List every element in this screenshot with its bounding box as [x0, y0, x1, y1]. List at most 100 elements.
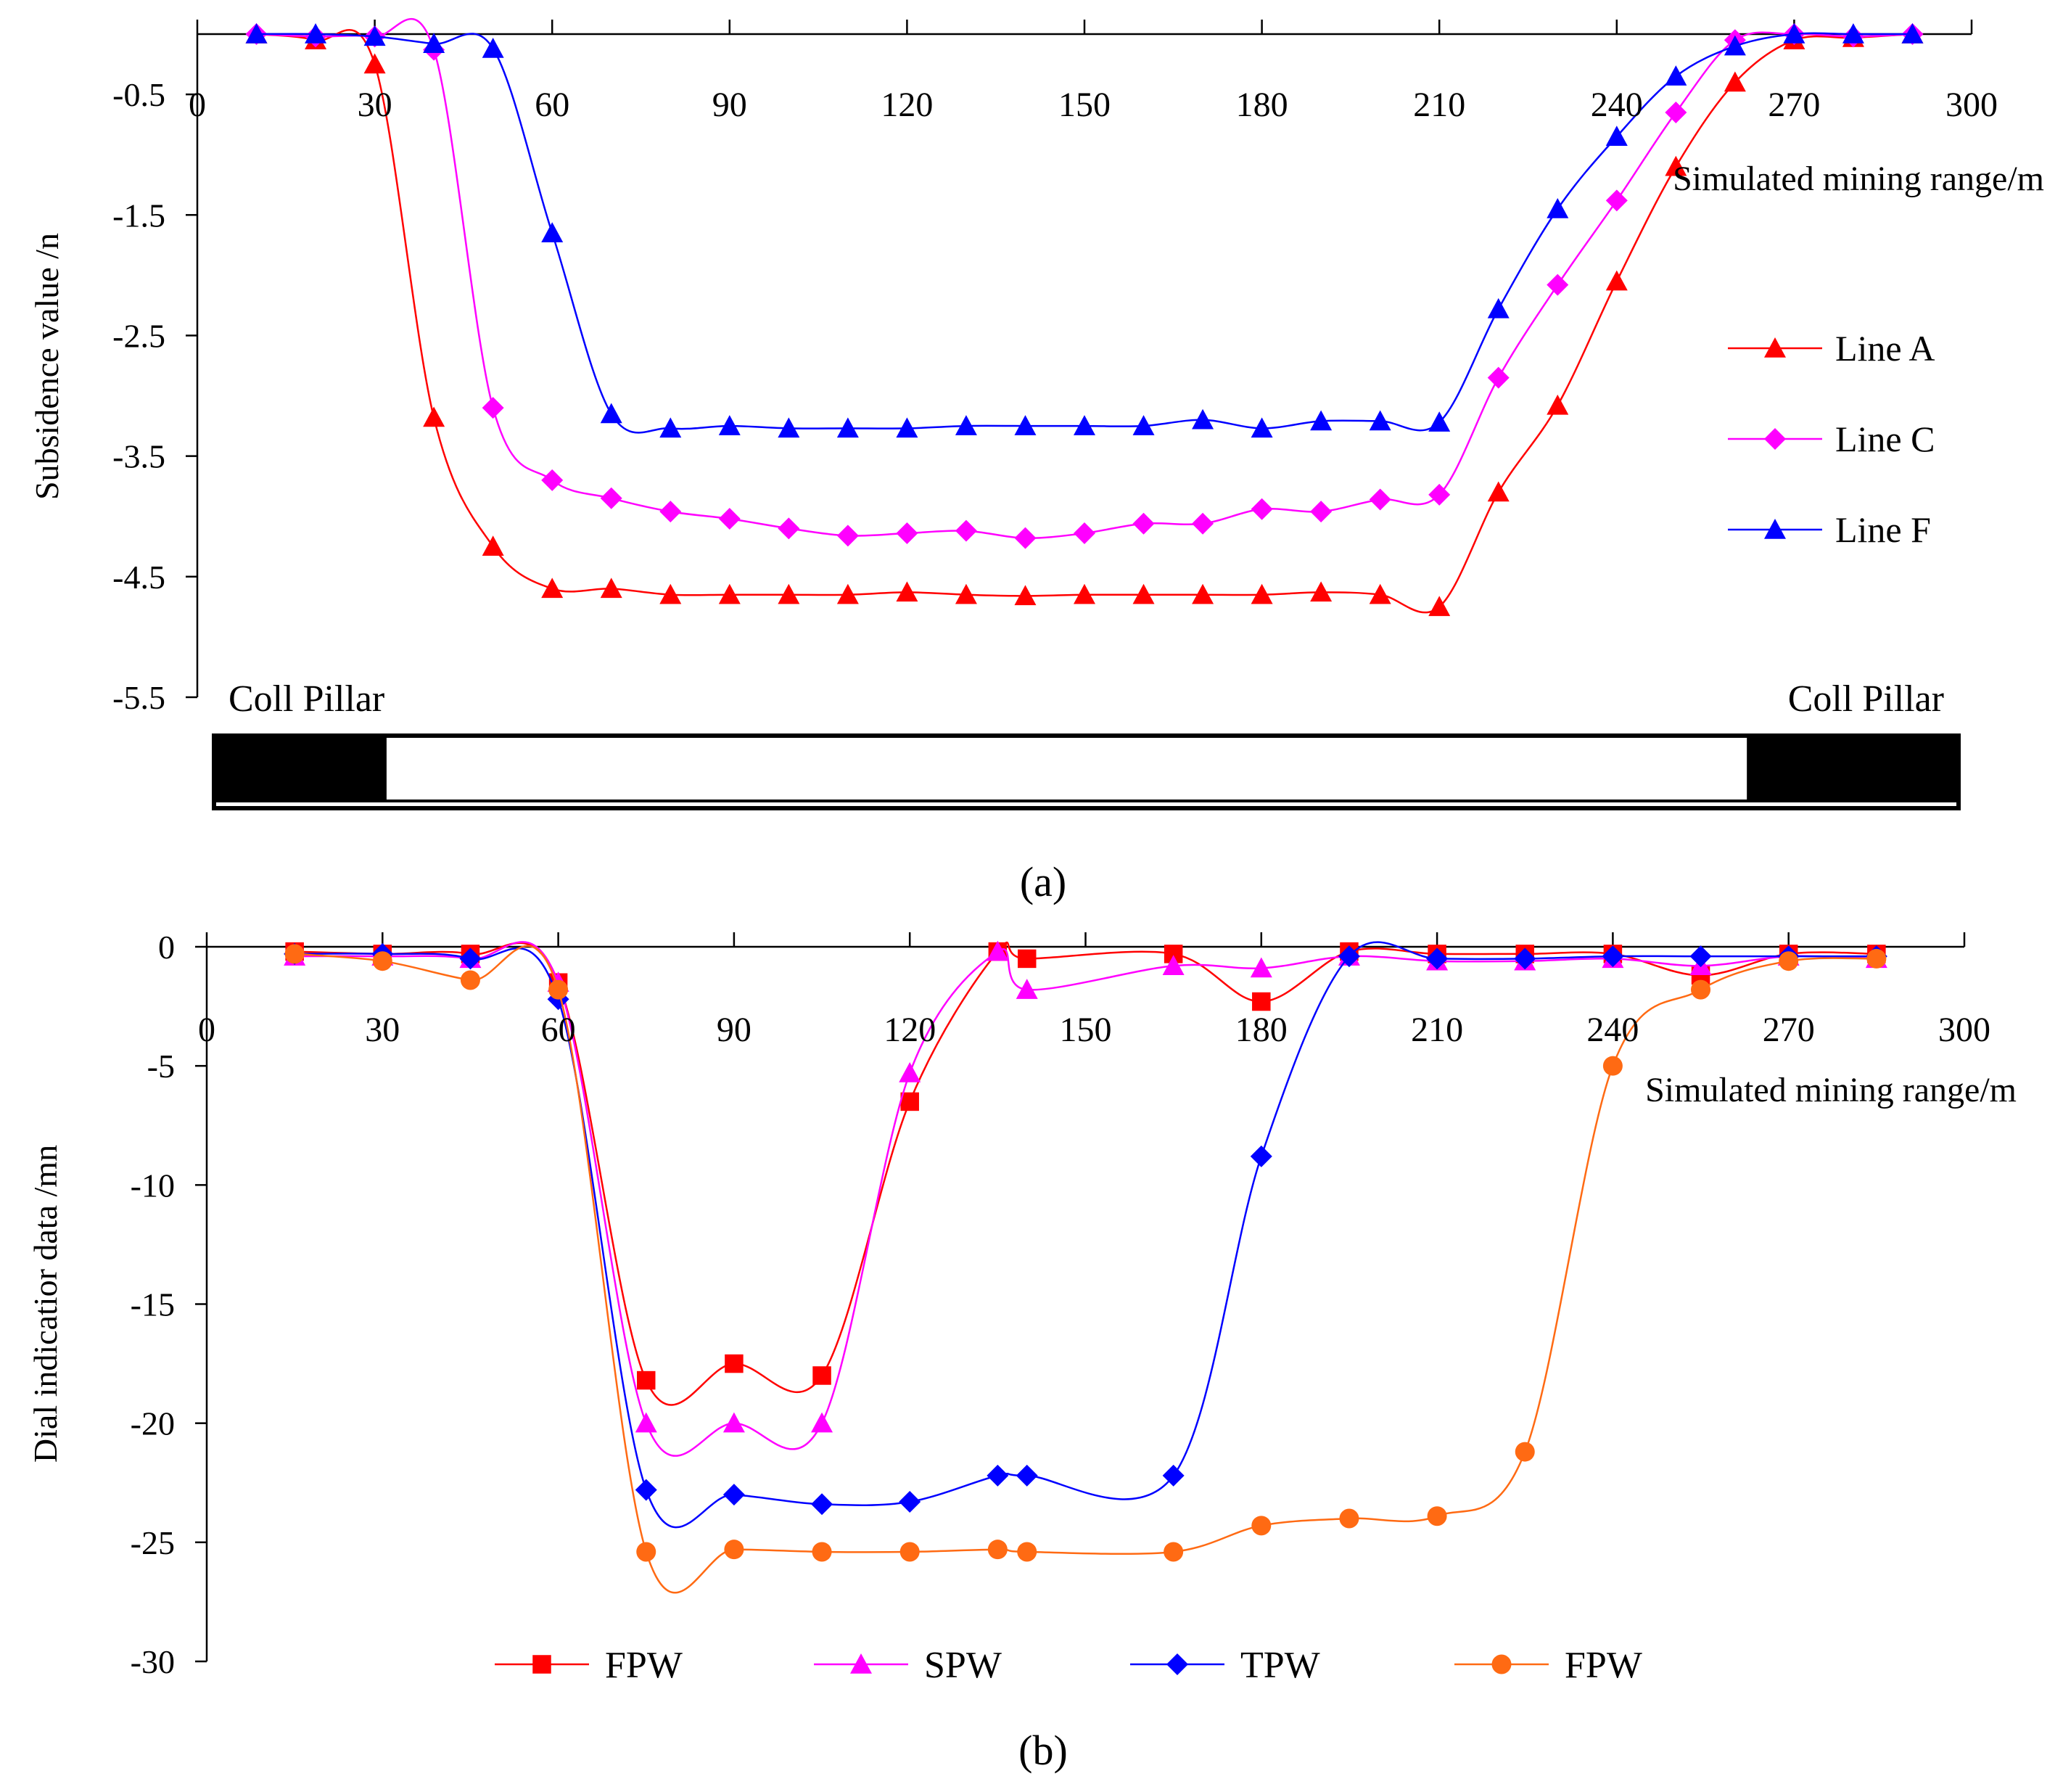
data-point-fpw	[900, 1092, 919, 1111]
panel-b-y-axis-label: Dial indicatior data /mn	[27, 1145, 64, 1463]
data-point-fpw	[1017, 949, 1037, 969]
data-point-line-c	[1605, 189, 1628, 212]
data-point-line-f	[245, 23, 268, 44]
legend-label-tpw-2: TPW	[1240, 1645, 1320, 1686]
data-point-fpw	[899, 1542, 920, 1562]
y-tick-label: -4.5	[112, 559, 165, 596]
panel-a-chart: 0 30 60 90 120 150 180 210 240 270 300 -0.5 -1.5 -2.5…	[28, 18, 2044, 905]
data-point-line-a	[718, 583, 741, 604]
data-point-line-f	[1842, 23, 1864, 44]
data-point-fpw	[724, 1540, 744, 1560]
data-point-fpw	[1017, 1542, 1037, 1562]
data-point-line-c	[1428, 483, 1451, 506]
data-point-line-c	[541, 469, 564, 491]
right-coal-pillar-block	[1747, 736, 1959, 801]
legend-marker-fpw-0	[532, 1655, 551, 1674]
data-point-line-c	[1665, 102, 1687, 124]
y-tick-label: -1.5	[112, 197, 165, 234]
data-point-tpw	[722, 1484, 745, 1506]
data-point-line-c	[1074, 522, 1095, 544]
legend-label-fpw-3: FPW	[1565, 1645, 1642, 1686]
mining-range-box	[212, 733, 1961, 810]
data-point-line-f	[482, 37, 504, 58]
data-point-line-a	[1487, 481, 1510, 502]
right-coal-pillar-label: Coll Pillar	[1788, 678, 1944, 720]
left-coal-pillar-label: Coll Pillar	[228, 678, 384, 720]
data-point-line-c	[600, 487, 622, 509]
data-point-line-f	[1369, 410, 1391, 431]
data-point-line-c	[1014, 527, 1037, 549]
data-point-fpw	[284, 944, 305, 964]
data-point-fpw	[1691, 979, 1711, 1000]
coal-pillar-diagram	[212, 733, 1961, 810]
y-tick-label: -10	[131, 1167, 175, 1204]
data-point-line-a	[659, 583, 682, 604]
data-point-fpw	[548, 979, 569, 1000]
data-point-line-f	[1310, 410, 1333, 431]
data-point-line-a	[1428, 596, 1451, 617]
data-point-line-f	[1547, 197, 1569, 218]
data-point-line-f	[1192, 408, 1214, 429]
data-point-line-a	[1605, 270, 1628, 291]
legend-label-line-f: Line F	[1835, 509, 1931, 550]
data-point-line-f	[1901, 23, 1924, 44]
data-point-spw	[1016, 979, 1038, 999]
data-point-fpw	[812, 1366, 831, 1385]
data-point-line-f	[718, 415, 741, 435]
data-point-tpw	[1162, 1464, 1185, 1487]
x-tick-label: 30	[365, 1011, 400, 1049]
legend-marker-line-a	[1764, 337, 1786, 358]
data-point-spw	[811, 1412, 833, 1433]
data-point-spw	[987, 940, 1009, 961]
data-point-line-a	[1014, 585, 1037, 606]
panel-b-series	[284, 940, 1887, 1594]
data-point-tpw	[987, 1464, 1009, 1487]
data-point-spw	[1250, 957, 1272, 978]
y-tick-label: -5.5	[112, 679, 165, 716]
data-point-line-f	[1251, 417, 1273, 438]
y-tick-label: -20	[131, 1405, 175, 1442]
legend-label-spw-1: SPW	[924, 1645, 1002, 1686]
x-tick-label: 30	[358, 86, 392, 124]
y-tick-label: -30	[131, 1643, 175, 1680]
data-point-line-f	[541, 222, 564, 242]
panel-a-x-axis-label: Simulated mining range/m	[1673, 160, 2044, 198]
x-tick-label: 60	[535, 86, 569, 124]
data-point-fpw	[725, 1354, 744, 1373]
data-point-tpw	[1426, 948, 1449, 970]
data-point-line-f	[659, 417, 682, 438]
data-point-line-a	[423, 406, 445, 427]
x-tick-label: 90	[717, 1011, 752, 1049]
x-tick-label: 0	[189, 86, 206, 124]
data-point-line-f	[1783, 23, 1805, 44]
data-point-fpw	[812, 1542, 832, 1562]
panel-a-y-axis-label: Subsidence value /n	[28, 233, 65, 500]
data-point-line-a	[1132, 583, 1155, 604]
data-point-line-c	[1132, 512, 1155, 535]
data-point-line-f	[778, 417, 800, 438]
data-point-line-c	[1251, 498, 1273, 520]
panel-b-chart: 0 30 60 90 120 150 180 210 240 270 300 0 -5 -10 -15 -20…	[27, 929, 2017, 1774]
data-point-line-f	[1132, 415, 1155, 435]
data-point-line-f	[896, 417, 918, 438]
y-tick-label: -15	[131, 1286, 175, 1323]
x-tick-label: 120	[881, 86, 933, 124]
data-point-line-a	[1724, 71, 1746, 92]
legend-marker-fpw-3	[1491, 1654, 1512, 1674]
data-point-line-c	[1310, 501, 1333, 523]
data-point-line-a	[1074, 583, 1095, 604]
x-tick-label: 270	[1768, 86, 1820, 124]
x-tick-label: 60	[541, 1011, 576, 1049]
legend-marker-line-c	[1764, 428, 1786, 450]
data-point-line-a	[1192, 583, 1214, 604]
data-point-line-a	[1251, 583, 1273, 604]
data-point-fpw	[372, 951, 392, 971]
panel-a-legend: Line A Line C Line F	[1728, 328, 1935, 550]
data-point-fpw	[1866, 948, 1887, 969]
data-point-tpw	[1689, 945, 1712, 968]
x-tick-label: 300	[1945, 86, 1998, 124]
data-point-line-f	[836, 417, 859, 438]
left-coal-pillar-block	[214, 736, 387, 801]
data-point-line-a	[1547, 394, 1569, 415]
